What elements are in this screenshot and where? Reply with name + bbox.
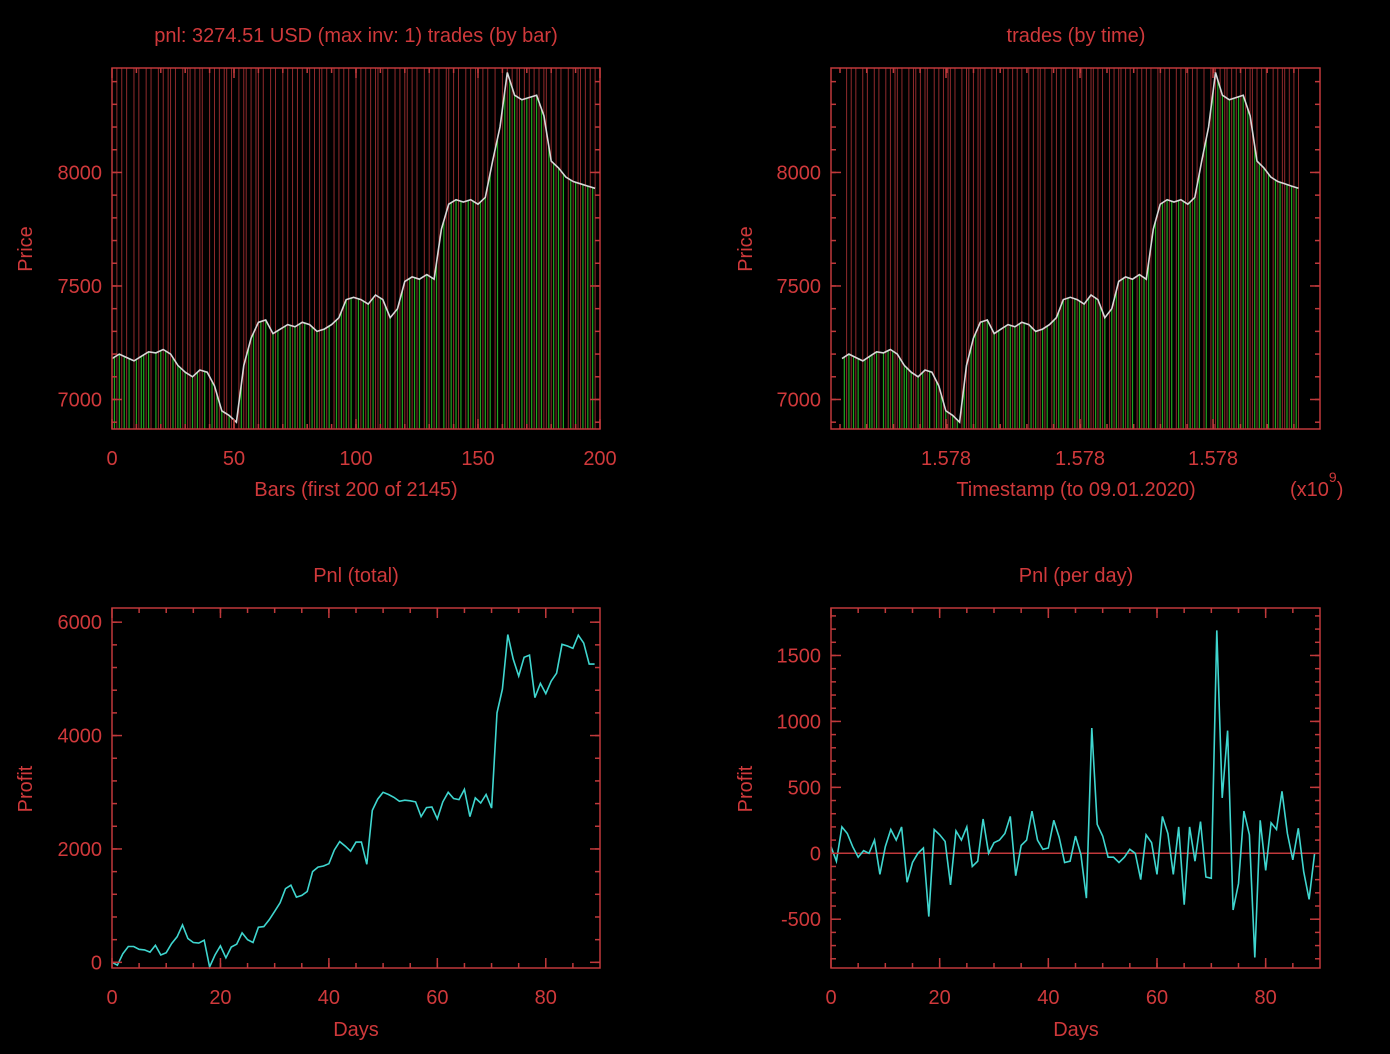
plot-frame-tr xyxy=(830,67,1321,430)
x-axis-label-tl: Bars (first 200 of 2145) xyxy=(254,479,457,501)
y-tick-label-br: 1500 xyxy=(777,645,822,667)
x-axis-label-tr: Timestamp (to 09.01.2020) xyxy=(956,479,1195,501)
x-tick-label-br: 20 xyxy=(929,987,951,1009)
x-tick-label-tr: 1.578 xyxy=(921,448,971,470)
plot-frame-br xyxy=(830,607,1321,969)
chart-title-tr: trades (by time) xyxy=(1007,25,1146,47)
plot-frame-bl xyxy=(111,607,601,969)
pnl-per-day-line xyxy=(830,630,1316,958)
y-tick-label-br: 0 xyxy=(810,843,821,865)
y-axis-label-br: Profit xyxy=(735,765,757,812)
chart-title-tl: pnl: 3274.51 USD (max inv: 1) trades (by… xyxy=(154,25,558,47)
y-tick-label-tr: 8000 xyxy=(777,162,822,184)
pnl-total-line xyxy=(111,633,595,970)
y-tick-label-bl: 0 xyxy=(91,952,102,974)
y-tick-label-br: 500 xyxy=(788,777,821,799)
y-tick-label-bl: 4000 xyxy=(58,726,103,748)
y-axis-label-bl: Profit xyxy=(15,765,37,812)
x-tick-label-bl: 60 xyxy=(426,987,448,1009)
x-tick-label-tr: 1.578 xyxy=(1188,448,1238,470)
x-tick-label-tl: 200 xyxy=(583,448,616,470)
x-axis-label-br: Days xyxy=(1053,1019,1099,1041)
y-tick-label-br: -500 xyxy=(781,909,821,931)
price-series-line-tr xyxy=(841,72,1299,424)
x-tick-label-bl: 40 xyxy=(318,987,340,1009)
x-tick-label-tl: 100 xyxy=(339,448,372,470)
y-axis-label-tl: Price xyxy=(15,226,37,272)
y-tick-label-tl: 8000 xyxy=(58,162,103,184)
y-tick-label-br: 1000 xyxy=(777,711,822,733)
x-tick-label-br: 0 xyxy=(825,987,836,1009)
x-axis-label-bl: Days xyxy=(333,1019,379,1041)
chart-title-bl: Pnl (total) xyxy=(313,565,399,587)
x-tick-label-bl: 80 xyxy=(535,987,557,1009)
x-tick-label-bl: 0 xyxy=(106,987,117,1009)
x-tick-label-tl: 150 xyxy=(461,448,494,470)
x-tick-label-br: 40 xyxy=(1037,987,1059,1009)
x-multiplier-label: (x109) xyxy=(1290,469,1343,501)
y-tick-label-bl: 6000 xyxy=(58,612,103,634)
x-tick-label-br: 80 xyxy=(1255,987,1277,1009)
y-tick-label-tl: 7000 xyxy=(58,389,103,411)
y-tick-label-tr: 7500 xyxy=(777,276,822,298)
chart-title-br: Pnl (per day) xyxy=(1019,565,1134,587)
x-tick-label-tr: 1.578 xyxy=(1055,448,1105,470)
x-tick-label-br: 60 xyxy=(1146,987,1168,1009)
x-tick-label-tl: 50 xyxy=(223,448,245,470)
price-series-line-tl xyxy=(111,72,596,424)
y-tick-label-bl: 2000 xyxy=(58,839,103,861)
x-tick-label-bl: 20 xyxy=(209,987,231,1009)
y-tick-label-tl: 7500 xyxy=(58,276,103,298)
y-tick-label-tr: 7000 xyxy=(777,389,822,411)
x-tick-label-tl: 0 xyxy=(106,448,117,470)
y-axis-label-tr: Price xyxy=(735,226,757,272)
